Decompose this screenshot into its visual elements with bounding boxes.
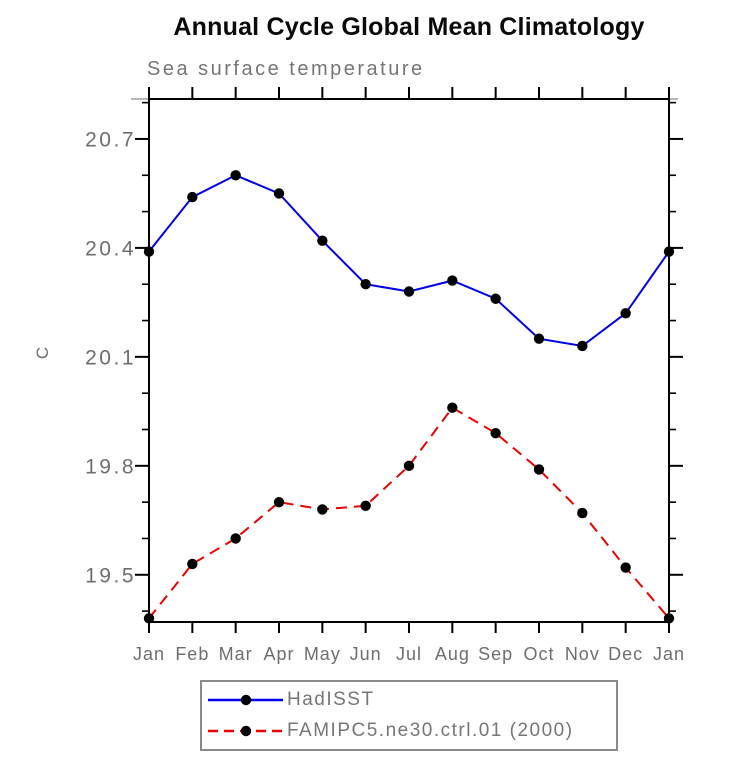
famipc5-line-sample-icon	[208, 725, 283, 736]
data-point-marker	[403, 460, 415, 472]
hadisst-line-sample-icon	[208, 695, 283, 706]
data-point-marker	[317, 235, 328, 246]
hadisst-markers	[143, 170, 675, 352]
x-tick-label: Sep	[478, 644, 513, 664]
data-point-marker	[577, 507, 588, 519]
legend: HadISST FAMIPC5.ne30.ctrl.01 (2000)	[200, 680, 618, 751]
data-point-marker	[187, 191, 198, 203]
famipc5-markers	[143, 402, 675, 624]
data-point-marker	[577, 340, 588, 352]
x-tick-label: Dec	[608, 644, 643, 664]
chart-title: Annual Cycle Global Mean Climatology	[173, 13, 645, 41]
data-point-marker	[403, 286, 415, 297]
data-point-marker	[230, 170, 241, 181]
y-axis-major-ticks	[135, 137, 683, 576]
data-point-marker	[143, 246, 155, 257]
y-tick-label: 20.1	[85, 346, 136, 369]
data-point-marker	[230, 533, 241, 544]
y-tick-label: 19.8	[85, 455, 136, 478]
data-point-marker	[317, 504, 328, 515]
y-axis-minor-ticks	[142, 101, 676, 612]
data-point-marker	[447, 275, 458, 286]
data-point-marker	[187, 558, 198, 570]
data-point-marker	[490, 427, 501, 439]
x-tick-label: Mar	[219, 644, 253, 664]
data-point-marker	[533, 464, 545, 475]
x-tick-label: Oct	[523, 644, 554, 664]
y-tick-label: 19.5	[85, 564, 136, 587]
data-point-marker	[143, 613, 155, 624]
legend-entry-hadisst: HadISST	[207, 688, 616, 712]
data-point-marker	[447, 402, 458, 413]
data-point-marker	[663, 246, 675, 257]
x-tick-label: Nov	[565, 644, 600, 664]
x-tick-label: Jun	[350, 644, 382, 664]
x-tick-label: Apr	[263, 644, 294, 664]
x-tick-label: Jul	[396, 644, 422, 664]
x-tick-label: Jan	[133, 644, 165, 664]
data-point-marker	[360, 500, 371, 511]
x-tick-label: May	[304, 644, 341, 664]
y-tick-label: 20.7	[85, 128, 136, 151]
legend-label-hadisst: HadISST	[287, 689, 375, 711]
x-tick-label: Feb	[175, 644, 209, 664]
hadisst-line	[148, 174, 670, 348]
chart-subtitle: Sea surface temperature	[147, 58, 425, 80]
famipc5-line	[148, 406, 670, 620]
y-axis-tick-labels: 19.5 19.8 20.1 20.4 20.7	[85, 128, 136, 587]
data-point-marker	[620, 562, 631, 573]
data-point-marker	[620, 308, 631, 319]
data-point-marker	[490, 293, 501, 304]
data-point-marker	[360, 279, 371, 290]
y-axis-title: C	[33, 346, 52, 360]
legend-label-famipc5: FAMIPC5.ne30.ctrl.01 (2000)	[287, 719, 574, 741]
y-tick-label: 20.4	[85, 237, 136, 260]
data-point-marker	[663, 613, 675, 624]
x-tick-label: Jan	[653, 644, 685, 664]
x-axis-tick-labels: Jan Feb Mar Apr May Jun Jul Aug Sep Oct Nov Dec Jan	[133, 644, 685, 664]
x-tick-label: Aug	[435, 644, 470, 664]
data-point-marker	[273, 188, 285, 199]
legend-entry-famipc5: FAMIPC5.ne30.ctrl.01 (2000)	[207, 719, 616, 743]
x-axis-ticks	[148, 87, 670, 633]
data-point-marker	[533, 333, 545, 344]
data-point-marker	[273, 496, 285, 508]
